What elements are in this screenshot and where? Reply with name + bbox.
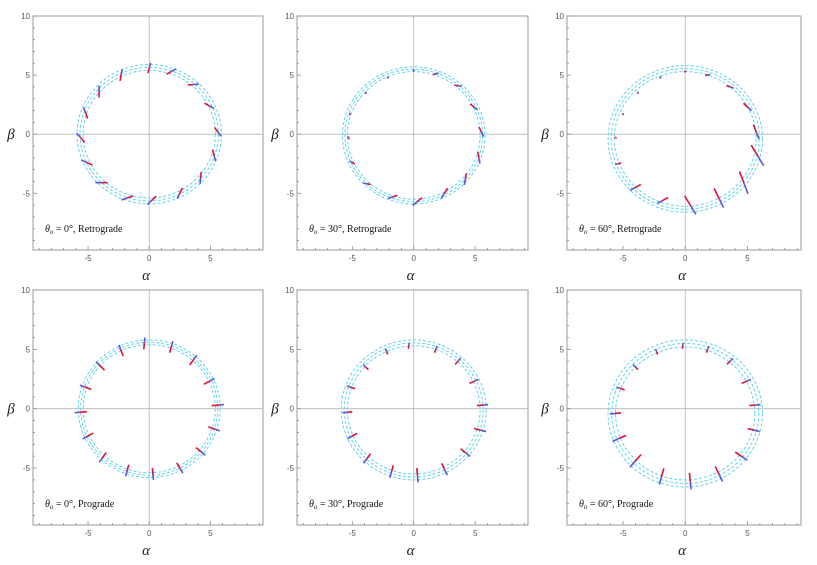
polarization-segment-red — [614, 412, 622, 415]
polarization-segment-red — [634, 454, 642, 463]
polarization-segment-red — [634, 366, 639, 371]
polarization-segment-red — [655, 351, 659, 355]
polarization-segment-blue — [616, 386, 621, 390]
y-tick-label: 5 — [560, 345, 565, 354]
polarization-segment-blue — [707, 345, 710, 350]
x-axis-label: α — [678, 543, 687, 559]
polarization-segment-red — [747, 427, 755, 431]
polarization-segment-blue — [718, 474, 724, 482]
polarization-segment-red — [726, 360, 731, 365]
x-tick-label: -5 — [619, 529, 627, 538]
polarization-segment-blue — [612, 437, 619, 443]
polarization-segment-red — [619, 387, 625, 391]
polarization-segment-red — [749, 404, 756, 407]
x-tick-label: 0 — [683, 529, 688, 538]
y-tick-label: 0 — [560, 405, 565, 414]
polarization-segment-blue — [689, 481, 692, 490]
polarization-segment-blue — [754, 429, 760, 433]
polarization-segment-red — [734, 451, 743, 458]
polarization-segment-blue — [632, 364, 636, 368]
polarization-segment-red — [714, 466, 720, 476]
photon-ring-curve — [611, 342, 760, 484]
photon-ring-curve — [607, 339, 763, 488]
polarization-segment-red — [618, 434, 627, 440]
photon-ring-curve — [615, 346, 756, 481]
polarization-segment-red — [660, 468, 665, 478]
polarization-segment-blue — [741, 455, 748, 461]
plot-frame — [566, 289, 802, 526]
polarization-segment-blue — [746, 378, 752, 382]
polarization-segment-blue — [629, 461, 636, 468]
y-tick-label: 10 — [555, 286, 564, 295]
y-tick-label: -5 — [557, 464, 565, 473]
polarization-segment-blue — [658, 476, 663, 485]
panel-caption: θo = 60°, Prograde — [579, 499, 654, 511]
polarization-segment-red — [741, 380, 748, 385]
x-tick-label: 5 — [745, 529, 750, 538]
y-axis-label: β — [540, 402, 549, 418]
polarization-segment-red — [688, 472, 692, 482]
polarization-segment-blue — [729, 357, 734, 362]
polarization-segment-blue — [654, 348, 658, 352]
polarization-segment-red — [705, 348, 709, 353]
